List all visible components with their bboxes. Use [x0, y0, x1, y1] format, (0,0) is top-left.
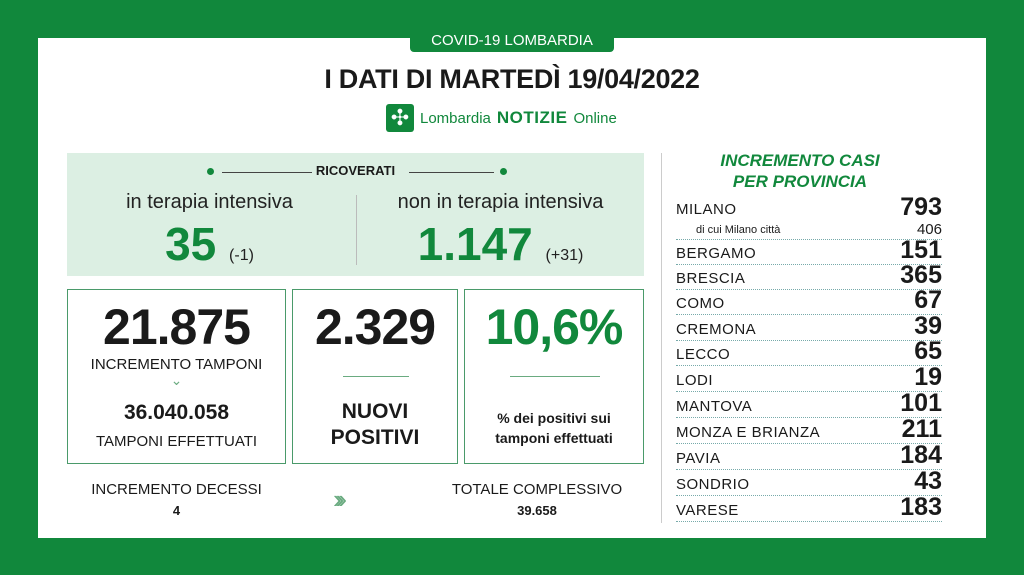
totale-label: TOTALE COMPLESSIVO — [451, 481, 623, 498]
ricoverati-section: RICOVERATI in terapia intensiva 35 (-1) … — [67, 153, 644, 276]
province-row: PAVIA 184 — [676, 441, 942, 470]
positivi-box: 2.329 NUOVI POSITIVI — [292, 289, 458, 464]
province-row: MILANO 793 di cui Milano città 406 — [676, 193, 942, 240]
province-name: PAVIA — [676, 450, 721, 467]
lombardia-cross-icon: ✣ — [386, 104, 414, 132]
province-name: CREMONA — [676, 321, 757, 338]
province-value: 65 — [914, 337, 942, 365]
province-name: LODI — [676, 372, 714, 389]
ricoverati-label: RICOVERATI — [315, 163, 396, 178]
province-value: 39 — [914, 312, 942, 340]
province-row: LECCO 65 — [676, 337, 942, 366]
milano-city-value: 406 — [916, 221, 942, 238]
tamponi-total-label: TAMPONI EFFETTUATI — [95, 433, 258, 450]
divider — [343, 376, 409, 377]
province-value: 184 — [900, 441, 942, 469]
province-value: 183 — [900, 493, 942, 521]
province-row: MONZA E BRIANZA 211 — [676, 415, 942, 444]
tamponi-box: 21.875 INCREMENTO TAMPONI ⌄ 36.040.058 T… — [67, 289, 286, 464]
divider — [510, 376, 600, 377]
province-value: 43 — [914, 467, 942, 495]
decessi-label: INCREMENTO DECESSI — [91, 481, 262, 498]
positivi-label-2: POSITIVI — [330, 426, 420, 449]
logo-text-3: Online — [573, 109, 617, 127]
province-name: SONDRIO — [676, 476, 750, 493]
dot-decoration — [500, 168, 507, 175]
intensiva-value: 35 (-1) — [165, 218, 254, 270]
page-title: I DATI DI MARTEDÌ 19/04/2022 — [324, 64, 700, 94]
non-intensiva-value: 1.147 (+31) — [417, 218, 584, 270]
province-name: BERGAMO — [676, 245, 757, 262]
province-name: COMO — [676, 295, 725, 312]
province-name: LECCO — [676, 346, 731, 363]
divider — [222, 172, 312, 173]
percent-label-1: % dei positivi sui — [497, 410, 611, 426]
province-row: MANTOVA 101 — [676, 389, 942, 418]
logo-text-1: Lombardia — [420, 109, 491, 127]
province-value: 365 — [900, 261, 942, 289]
header-tag: COVID-19 LOMBARDIA — [410, 30, 614, 52]
divider — [356, 195, 357, 265]
province-name: MILANO — [676, 201, 737, 218]
logo-text-2: NOTIZIE — [496, 108, 568, 127]
province-value: 211 — [901, 415, 942, 443]
province-row: SONDRIO 43 — [676, 467, 942, 496]
province-row: LODI 19 — [676, 363, 942, 392]
province-row: CREMONA 39 — [676, 312, 942, 341]
decessi-value: 4 — [172, 503, 181, 518]
tamponi-total: 36.040.058 — [123, 401, 230, 424]
province-title: INCREMENTO CASI PER PROVINCIA — [720, 151, 880, 191]
province-row: BRESCIA 365 — [676, 261, 942, 290]
province-name: MANTOVA — [676, 398, 753, 415]
intensiva-label: in terapia intensiva — [126, 191, 293, 213]
chevrons-right-icon: ››› — [333, 484, 347, 514]
province-row: VARESE 183 — [676, 493, 942, 522]
percent-label-2: tamponi effettuati — [495, 430, 613, 446]
province-row: BERGAMO 151 — [676, 236, 942, 265]
non-intensiva-label: non in terapia intensiva — [397, 191, 604, 213]
tamponi-label: INCREMENTO TAMPONI — [90, 356, 263, 373]
percent-value: 10,6% — [485, 299, 624, 355]
totale-value: 39.658 — [517, 503, 557, 518]
dot-decoration — [207, 168, 214, 175]
milano-city-label: di cui Milano città — [696, 224, 781, 236]
province-name: BRESCIA — [676, 270, 746, 287]
province-value: 101 — [900, 389, 942, 417]
province-name: MONZA E BRIANZA — [676, 424, 821, 441]
positivi-value: 2.329 — [314, 299, 436, 355]
percent-box: 10,6% % dei positivi sui tamponi effettu… — [464, 289, 644, 464]
divider — [409, 172, 494, 173]
province-value: 19 — [914, 363, 942, 391]
province-value: 793 — [900, 193, 942, 221]
chevron-down-icon: ⌄ — [170, 372, 183, 388]
province-value: 67 — [914, 286, 942, 314]
province-row: COMO 67 — [676, 286, 942, 315]
divider — [661, 153, 662, 523]
tamponi-value: 21.875 — [103, 299, 251, 355]
logo: ✣ Lombardia NOTIZIE Online — [386, 104, 617, 132]
province-value: 151 — [900, 236, 942, 264]
positivi-label-1: NUOVI — [341, 400, 409, 423]
province-name: VARESE — [676, 502, 739, 519]
